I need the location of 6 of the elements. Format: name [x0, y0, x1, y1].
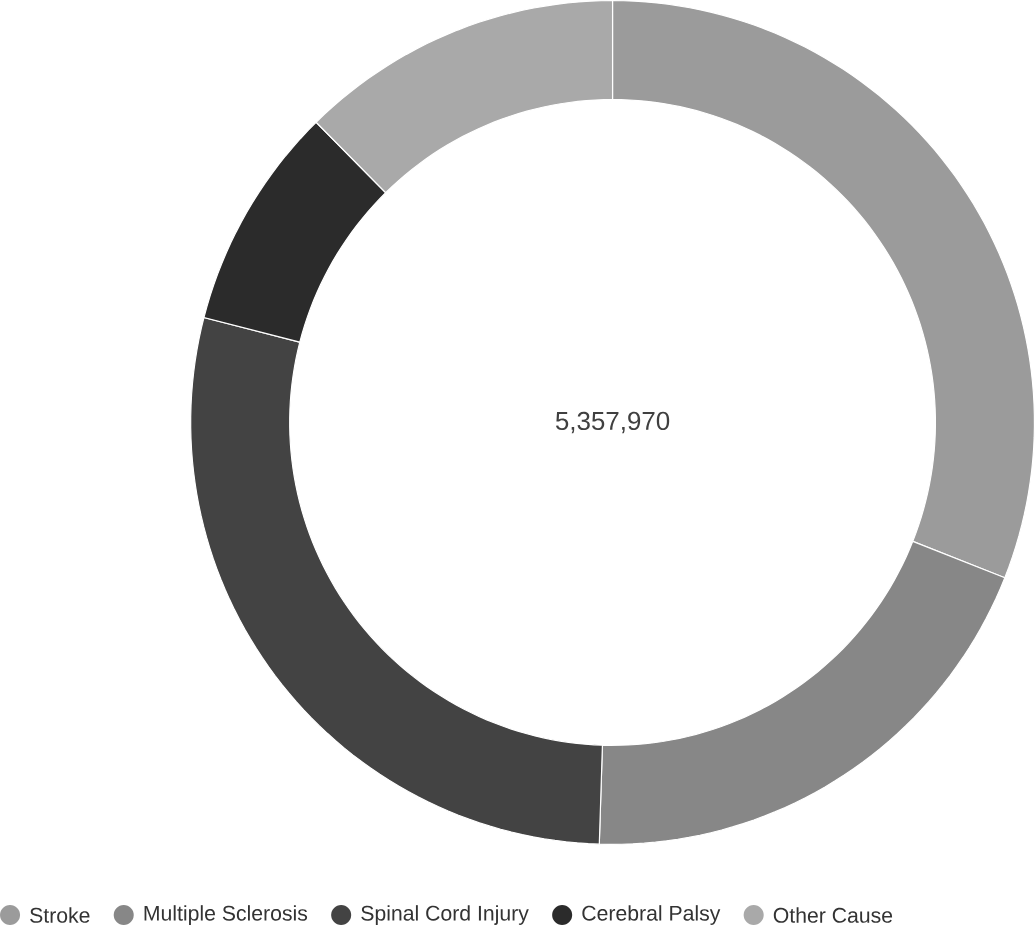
text: 5,357,970 [555, 411, 670, 434]
legend-label: Spinal Cord Injury [361, 905, 529, 925]
legend-label: Multiple Sclerosis [144, 905, 308, 925]
legend-label: Other Cause [773, 907, 893, 923]
legend-label: Stroke [30, 907, 90, 923]
legend-label: Cerebral Palsy [582, 905, 721, 925]
